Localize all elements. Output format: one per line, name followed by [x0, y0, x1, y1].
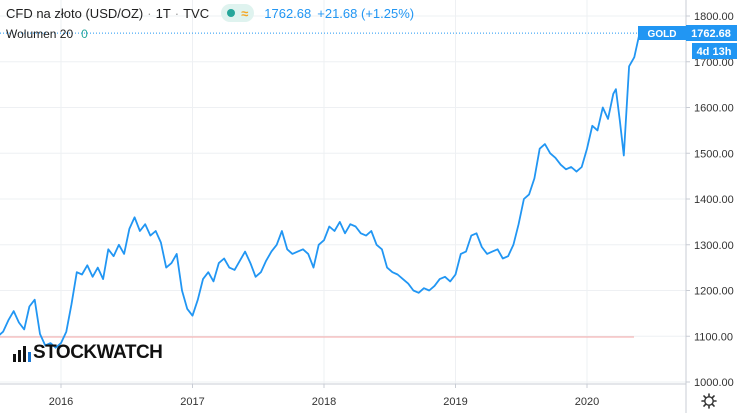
symbol-title[interactable]: CFD na złoto (USD/OZ): [6, 5, 144, 21]
x-tick-label: 2017: [180, 396, 204, 408]
market-open-dot-icon: [227, 9, 236, 17]
y-tick-label: 1100.00: [694, 331, 733, 343]
price-series-line: [0, 32, 641, 349]
grid-lines: [0, 0, 686, 384]
last-value: 1762.68: [264, 5, 312, 21]
y-tick-label: 1400.00: [694, 194, 734, 206]
stockwatch-logo: STOCKWATCH: [12, 342, 163, 364]
y-tick-label: 1200.00: [694, 286, 734, 298]
last-price-label: 1762.68: [691, 28, 731, 40]
countdown-label: 4d 13h: [697, 46, 732, 58]
symbol-tag-badge: GOLD: [638, 26, 686, 40]
volume-legend[interactable]: Wolumen 20 0: [6, 27, 88, 41]
y-tick-label: 1000.00: [694, 377, 734, 389]
y-tick-label: 1500.00: [694, 148, 734, 160]
volume-label: Wolumen 20: [6, 27, 74, 41]
series-legend[interactable]: CFD na złoto (USD/OZ) · 1T · TVC ≈ 1762.…: [6, 4, 420, 22]
y-tick-label: 1800.00: [694, 11, 734, 23]
bar-chart-logo-icon: [13, 346, 31, 362]
interval-label: 1T: [155, 5, 171, 21]
price-axis[interactable]: 1000.00 1100.00 1200.00 1300.00 1400.00 1500.…: [686, 11, 734, 389]
market-status-pill[interactable]: ≈: [221, 4, 255, 22]
x-tick-label: 2016: [49, 396, 73, 408]
last-price-badge: 1762.68: [686, 25, 737, 41]
x-tick-label: 2020: [575, 396, 599, 408]
logo-text: STOCKWATCH: [33, 342, 163, 363]
symbol-tag-label: GOLD: [648, 29, 677, 40]
y-tick-label: 1300.00: [694, 240, 734, 252]
y-tick-label: 1600.00: [694, 103, 734, 115]
wave-icon: ≈: [241, 5, 249, 21]
separator: ·: [174, 5, 180, 21]
change-value: +21.68 (+1.25%): [317, 5, 415, 21]
time-axis[interactable]: 2016 2017 2018 2019 2020: [49, 384, 599, 408]
x-tick-label: 2018: [312, 396, 336, 408]
gear-icon[interactable]: [701, 393, 717, 409]
countdown-badge: 4d 13h: [692, 43, 737, 59]
volume-value: 0: [81, 27, 88, 41]
y-tick-label: 1700.00: [694, 57, 734, 69]
x-tick-label: 2019: [443, 396, 467, 408]
exchange-label: TVC: [183, 5, 210, 21]
separator: ·: [147, 5, 152, 21]
